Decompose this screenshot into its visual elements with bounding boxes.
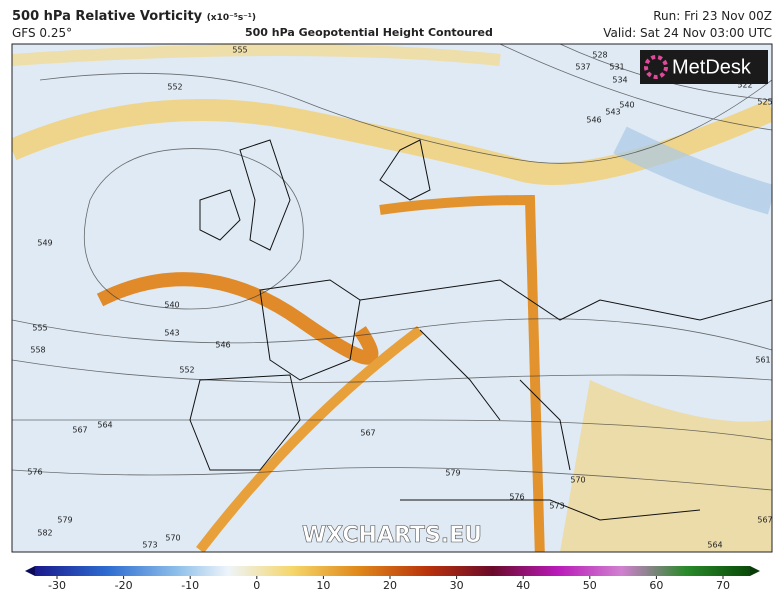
valid: Valid: Sat 24 Nov 03:00 UTC <box>603 26 772 40</box>
map-frame <box>11 43 773 553</box>
model: GFS 0.25° <box>12 26 73 40</box>
watermark: WXCHARTS.EU <box>302 523 482 548</box>
contour-label: 549 <box>37 239 52 248</box>
colorbar-tick-label: 60 <box>649 579 663 592</box>
contour-label: 558 <box>30 346 45 355</box>
logo-box <box>640 50 768 84</box>
contour-label: 552 <box>167 83 182 92</box>
contour-label: 579 <box>445 469 460 478</box>
contour-label: 555 <box>32 324 47 333</box>
contour-label: 531 <box>609 63 624 72</box>
contour-label: 546 <box>215 341 230 350</box>
contour-label: 576 <box>27 468 42 477</box>
contour-label: 579 <box>57 516 72 525</box>
run: Run: Fri 23 Nov 00Z <box>653 9 772 23</box>
colorbar <box>35 566 750 576</box>
contour-label: 573 <box>549 502 564 511</box>
colorbar-tick-label: -10 <box>181 579 199 592</box>
contour-label: 576 <box>509 493 524 502</box>
logo-icon <box>644 55 668 79</box>
contour-label: 540 <box>619 101 634 110</box>
contour-label: 540 <box>164 301 179 310</box>
colorbar-tick-label: -30 <box>48 579 66 592</box>
colorbar-tick-label: 50 <box>583 579 597 592</box>
contour-label: 552 <box>179 366 194 375</box>
colorbar-tick-label: 40 <box>516 579 530 592</box>
contour-label: 525 <box>757 98 772 107</box>
contour-label: 567 <box>72 426 87 435</box>
title-text: 500 hPa Relative Vorticity <box>12 9 203 24</box>
contour-label: 570 <box>165 534 180 543</box>
contour-label: 582 <box>37 529 52 538</box>
subtitle: 500 hPa Geopotential Height Contoured <box>245 26 493 39</box>
contour-label: 564 <box>97 421 112 430</box>
contour-label: 555 <box>232 46 247 55</box>
colorbar-tick-label: 10 <box>316 579 330 592</box>
contour-label: 537 <box>575 63 590 72</box>
contour-label: 534 <box>612 76 627 85</box>
contour-label: 522 <box>737 81 752 90</box>
units: (x10⁻⁵s⁻¹) <box>206 13 256 23</box>
colorbar-tick-label: 0 <box>253 579 260 592</box>
colorbar-tick-label: 20 <box>383 579 397 592</box>
contour-label: 528 <box>592 51 607 60</box>
contour-label: 573 <box>142 541 157 550</box>
colorbar-tick-label: 30 <box>450 579 464 592</box>
contour-label: 561 <box>755 356 770 365</box>
contour-label: 564 <box>707 541 722 550</box>
contour-label: 546 <box>586 116 601 125</box>
contour-label: 570 <box>570 476 585 485</box>
map-field <box>12 44 772 552</box>
contour-label: 567 <box>360 429 375 438</box>
colorbar-high-arrow <box>750 566 760 576</box>
colorbar-tick-label: 70 <box>716 579 730 592</box>
contour-label: 543 <box>605 108 620 117</box>
colorbar-low-arrow <box>25 566 35 576</box>
logo: MetDesk <box>672 56 752 78</box>
title: 500 hPa Relative Vorticity (x10⁻⁵s⁻¹) <box>12 9 256 24</box>
colorbar-tick-label: -20 <box>115 579 133 592</box>
contour-label: 567 <box>757 516 772 525</box>
contour-label: 543 <box>164 329 179 338</box>
